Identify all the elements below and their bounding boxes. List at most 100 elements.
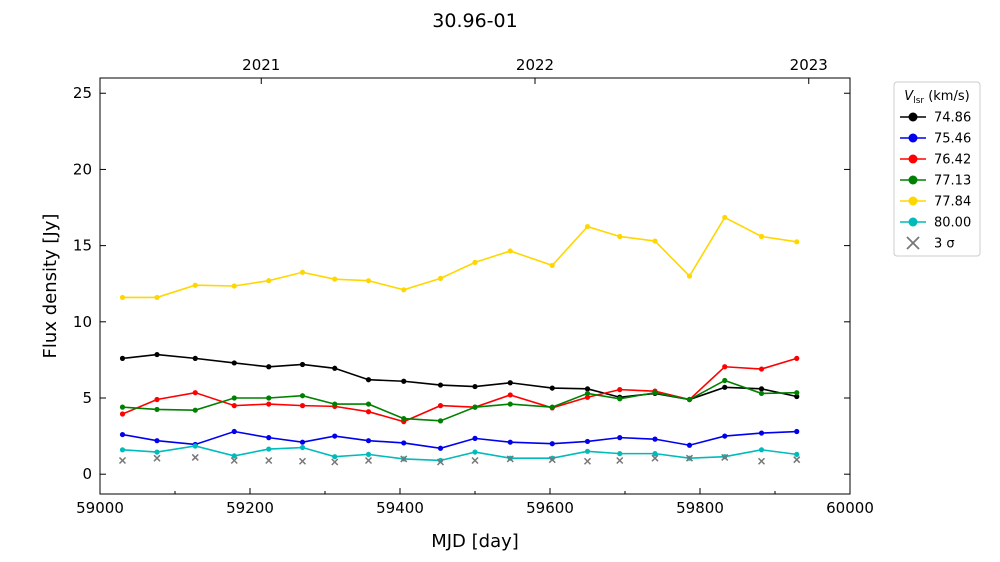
data-point-77.84 [119,294,126,301]
data-point-76.42 [584,394,591,400]
x-tick-label: 59800 [676,499,724,517]
data-point-77.84 [437,275,444,281]
data-point-80.00 [794,451,800,457]
data-point-77.13 [686,396,693,403]
x-tick-label: 59600 [526,499,574,517]
data-point-77.13 [617,396,623,402]
sigma-marker [548,456,556,464]
sigma-marker [230,456,238,465]
data-point-77.84 [507,248,513,254]
sigma-marker [400,455,408,463]
data-point-77.13 [437,418,444,424]
data-point-77.13 [722,377,728,384]
x-tick-label: 59000 [76,499,124,517]
data-point-75.46 [652,436,658,442]
data-point-77.84 [299,269,306,275]
y-tick-label: 25 [73,84,92,102]
data-point-76.42 [154,396,160,403]
y-axis-label: Flux density [Jy] [40,214,61,359]
data-point-80.00 [758,447,765,453]
data-point-76.42 [119,411,126,417]
x-tick-label: 60000 [826,499,874,517]
data-point-74.86 [154,351,160,358]
legend-label: 74.86 [934,111,971,126]
sigma-marker [685,454,694,462]
data-point-74.86 [437,382,444,388]
data-point-80.00 [119,447,126,453]
data-point-77.84 [652,238,658,244]
data-point-80.00 [584,448,591,454]
legend-entry-80.00: 80.00 [900,216,971,231]
series-line-75.46 [122,430,797,450]
data-point-77.84 [365,278,372,284]
sigma-marker [364,456,373,465]
data-point-77.13 [758,390,765,397]
data-point-80.00 [472,449,478,455]
y-tick-label: 10 [73,313,92,331]
data-point-75.46 [401,440,407,446]
legend-entry-75.46: 75.46 [900,132,971,147]
sigma-marker [153,454,161,462]
data-point-74.86 [266,364,272,370]
data-point-77.84 [584,223,591,230]
data-point-77.84 [266,278,272,284]
data-point-77.84 [332,276,338,282]
data-point-80.00 [299,444,306,451]
data-point-74.86 [299,361,306,368]
data-point-76.42 [507,392,513,398]
y-tick-label: 15 [73,237,92,255]
data-point-74.86 [332,365,338,371]
data-point-77.13 [401,415,407,422]
data-point-74.86 [794,393,800,400]
data-point-74.86 [507,380,513,386]
data-point-75.46 [119,431,126,438]
legend-label: 77.13 [934,174,971,189]
data-point-77.84 [401,287,407,293]
data-point-77.13 [794,390,800,396]
x-tick-label: 59200 [226,499,274,517]
x-axis-label: MJD [day] [431,531,519,552]
data-point-80.00 [652,451,658,457]
data-point-77.13 [192,407,198,413]
data-point-76.42 [722,364,728,370]
data-point-77.13 [266,395,272,401]
data-point-77.84 [794,239,800,245]
data-point-80.00 [154,449,160,455]
sigma-marker [265,456,273,465]
legend-title: Vlsr (km/s) [904,89,969,106]
data-point-77.13 [119,404,126,410]
sigma-marker [191,453,199,461]
data-point-75.46 [365,438,372,444]
series-layer [119,214,800,464]
legend-marker [908,154,918,164]
data-point-75.46 [299,439,306,445]
data-point-77.13 [154,406,160,413]
data-point-75.46 [437,445,444,451]
data-point-75.46 [549,441,555,447]
legend-label: 75.46 [934,132,971,147]
data-point-75.46 [584,438,591,445]
sigma-marker [583,457,592,465]
legend-marker [908,133,918,143]
legend-entry-sigma: 3 σ [906,236,955,252]
data-point-74.86 [401,378,407,384]
data-point-80.00 [192,443,198,449]
data-point-77.13 [584,390,591,397]
data-point-77.84 [192,282,198,288]
data-point-77.13 [365,401,372,407]
data-point-74.86 [722,384,728,390]
data-point-76.42 [266,401,272,407]
data-point-75.46 [472,435,478,441]
data-point-74.86 [472,383,478,390]
data-point-80.00 [437,457,444,464]
chart-title: 30.96-01 [432,10,517,32]
data-point-75.46 [617,435,623,441]
data-point-77.84 [758,233,765,240]
data-point-77.13 [332,401,338,407]
sigma-marker [721,453,729,461]
data-point-77.13 [231,395,237,401]
data-point-74.86 [549,385,555,391]
data-point-77.13 [299,393,306,399]
x-tick-label: 59400 [376,499,424,517]
